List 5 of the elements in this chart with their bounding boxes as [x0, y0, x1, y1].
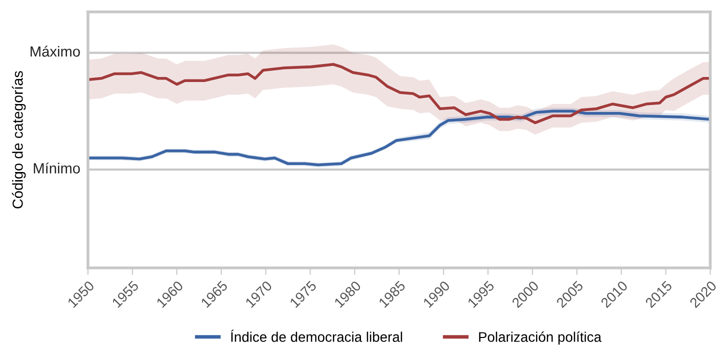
legend-label: Índice de democracia liberal: [231, 330, 402, 342]
y-axis-title: Código de categorías: [12, 71, 26, 208]
legend-label: Polarización política: [479, 332, 602, 345]
ref-line-label: Máximo: [30, 46, 80, 57]
ref-line-label: Mínimo: [34, 162, 80, 174]
